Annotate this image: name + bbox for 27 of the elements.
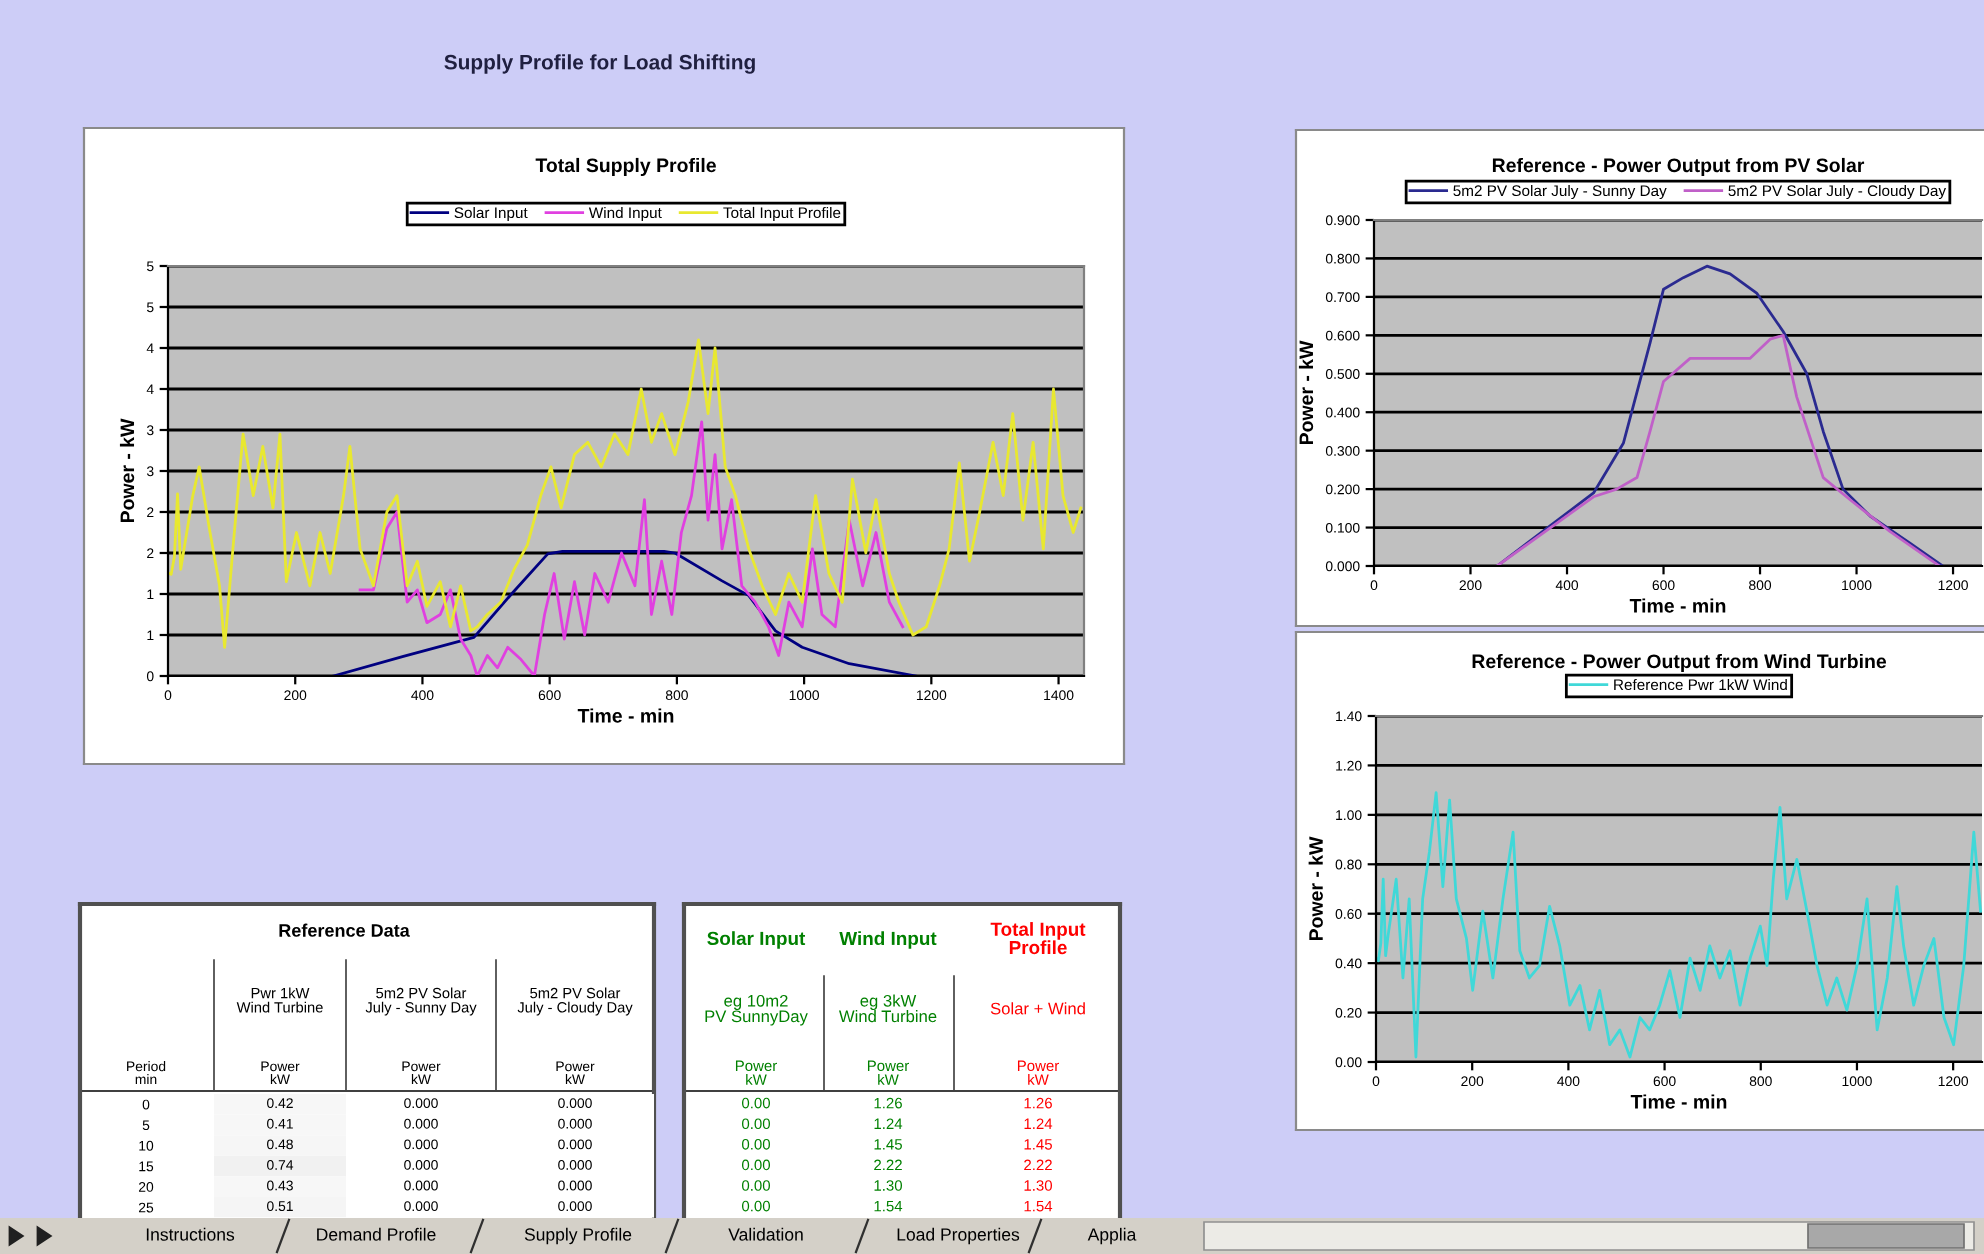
- category-label: Instructions: [146, 1227, 235, 1241]
- line-series: [358, 420, 905, 676]
- text: Solar + Wind: [990, 1002, 1085, 1015]
- category-label: Validation: [728, 1227, 803, 1241]
- line-series: [332, 549, 918, 676]
- category-label: Demand Profile: [317, 1227, 436, 1241]
- y-axis-title: Power - kW: [1298, 340, 1314, 445]
- category-label: Applia: [1087, 1227, 1137, 1245]
- y-axis-title: Power - kW: [119, 418, 135, 523]
- text: eg 10m2 PV SunnyDay: [705, 994, 808, 1026]
- y-axis-title: Power - kW: [1308, 836, 1323, 941]
- category-label: Supply Profile: [524, 1227, 632, 1245]
- x-axis-title: Time - min: [1629, 598, 1726, 613]
- chart-title: Reference Data: [279, 923, 410, 937]
- text: Supply Profile for Load Shifting: [444, 54, 755, 74]
- x-axis-title: Time - min: [1630, 1094, 1727, 1109]
- line-series: [1495, 333, 1941, 566]
- chart-title: Reference - Power Output from Wind Turbine: [1472, 653, 1887, 673]
- category-label: Total Input Profile: [990, 922, 1086, 955]
- line-series: [1495, 264, 1945, 566]
- chart-title: Reference - Power Output from PV Solar: [1492, 157, 1865, 177]
- category-label: Wind Input: [839, 931, 937, 949]
- category-label: Load Properties: [897, 1227, 1020, 1245]
- x-axis-title: Time - min: [577, 708, 674, 723]
- text: eg 3kW Wind Turbine: [838, 994, 937, 1023]
- category-label: Solar Input: [707, 931, 806, 949]
- chart-title: Total Supply Profile: [535, 157, 716, 177]
